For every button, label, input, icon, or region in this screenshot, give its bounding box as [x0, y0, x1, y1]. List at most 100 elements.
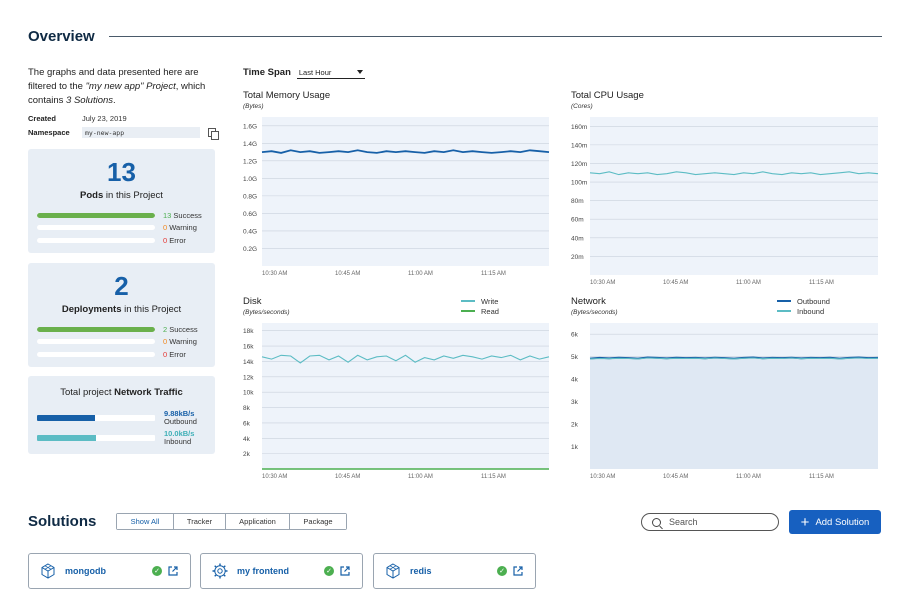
- y-tick-label: 1k: [571, 444, 579, 451]
- solution-card-my-frontend[interactable]: my frontend ✓: [200, 553, 363, 589]
- deployments-label: Deployments in this Project: [28, 304, 215, 315]
- series-line: [589, 357, 879, 360]
- created-row: Created July 23, 2019: [28, 114, 127, 123]
- x-tick-label: 10:45 AM: [663, 474, 688, 480]
- y-tick-label: 18k: [243, 328, 254, 335]
- x-tick-label: 10:30 AM: [262, 271, 287, 277]
- x-tick-label: 11:15 AM: [809, 474, 834, 480]
- legend-write: Write: [461, 296, 499, 306]
- timespan-selected: Last Hour: [298, 67, 332, 77]
- pods-label-rest: in this Project: [103, 190, 163, 201]
- y-tick-label: 5k: [571, 354, 579, 361]
- namespace-row: Namespace my-new-app: [28, 127, 219, 140]
- y-tick-label: 0.2G: [243, 246, 257, 253]
- inbound-label: Inbound: [164, 437, 192, 446]
- deployments-success-count: 2: [163, 324, 168, 334]
- y-tick-label: 2k: [571, 422, 579, 429]
- memory-chart-unit: (Bytes): [243, 103, 264, 110]
- timespan-control: Time Span Last Hour: [243, 66, 365, 79]
- filter-show-all[interactable]: Show All: [117, 514, 174, 529]
- solution-name[interactable]: redis: [410, 566, 432, 576]
- legend-inbound: Inbound: [777, 306, 830, 316]
- inbound-fill: [37, 435, 96, 441]
- network-traffic-title: Total project Network Traffic: [28, 376, 215, 398]
- y-tick-label: 1.2G: [243, 158, 257, 165]
- chevron-down-icon: [356, 70, 363, 74]
- intro-project: "my new app" Project: [85, 81, 176, 92]
- y-tick-label: 80m: [571, 198, 584, 205]
- legend-read-swatch: [461, 310, 475, 312]
- filter-package[interactable]: Package: [290, 514, 346, 529]
- series-line: [261, 354, 550, 364]
- external-link-icon[interactable]: [340, 566, 350, 576]
- x-tick-label: 11:15 AM: [481, 474, 506, 480]
- inbound-text: 10.0kB/s Inbound: [164, 430, 194, 446]
- deployments-success-label: Success: [167, 324, 198, 334]
- pods-label: Pods in this Project: [28, 190, 215, 201]
- pods-error-bar: [37, 237, 155, 243]
- deployments-label-rest: in this Project: [121, 304, 182, 315]
- y-tick-label: 10k: [243, 390, 254, 397]
- y-tick-label: 1.0G: [243, 176, 257, 183]
- deployments-success-bar: [37, 326, 155, 332]
- external-link-icon[interactable]: [513, 566, 523, 576]
- solution-card-redis[interactable]: redis ✓: [373, 553, 536, 589]
- add-solution-button[interactable]: + Add Solution: [789, 510, 881, 534]
- inbound-row: 10.0kB/s Inbound: [28, 428, 215, 448]
- x-tick-label: 11:15 AM: [481, 271, 506, 277]
- disk-chart-title: Disk: [243, 296, 262, 307]
- search-input[interactable]: Search: [641, 513, 779, 531]
- disk-legend: Write Read: [461, 296, 499, 316]
- legend-read: Read: [461, 306, 499, 316]
- legend-write-label: Write: [481, 296, 499, 306]
- deployments-card: 2 Deployments in this Project 2 Success …: [28, 263, 215, 367]
- y-tick-label: 40m: [571, 235, 584, 242]
- x-tick-label: 10:45 AM: [663, 280, 688, 286]
- chart-svg: 18k 16k 14k 12k 10k 8k 6k 4k 2k 10:30 AM 10:45 AM 1…: [243, 323, 550, 480]
- series-area: [590, 357, 878, 469]
- outbound-text: 9.88kB/s Outbound: [164, 410, 197, 426]
- solution-name[interactable]: my frontend: [237, 566, 290, 576]
- y-tick-label: 4k: [243, 436, 251, 443]
- pods-label-bold: Pods: [80, 190, 104, 201]
- y-tick-label: 14k: [243, 359, 254, 366]
- network-traffic-title-bold: Network Traffic: [114, 387, 183, 398]
- series-line: [589, 171, 879, 176]
- outbound-row: 9.88kB/s Outbound: [28, 408, 215, 428]
- legend-inbound-label: Inbound: [797, 306, 825, 316]
- external-link-icon[interactable]: [168, 566, 178, 576]
- deployments-success-text: 2 Success: [163, 325, 198, 334]
- deployments-error-row: 0 Error: [28, 348, 215, 361]
- pods-error-count: 0: [163, 235, 168, 245]
- deployments-warning-label: Warning: [167, 337, 197, 347]
- deployments-warning-bar: [37, 339, 155, 345]
- solution-card-mongodb[interactable]: mongodb ✓: [28, 553, 191, 589]
- x-tick-label: 10:30 AM: [590, 474, 615, 480]
- legend-write-swatch: [461, 300, 475, 302]
- chart-svg: 160m 140m 120m 100m 80m 60m 40m 20m 10:30 AM 10:4…: [571, 117, 879, 286]
- y-tick-label: 4k: [571, 377, 579, 384]
- pods-card: 13 Pods in this Project 13 Success 0 War…: [28, 149, 215, 253]
- timespan-select[interactable]: Last Hour: [296, 66, 365, 79]
- check-circle-icon: ✓: [324, 566, 334, 576]
- solution-name[interactable]: mongodb: [65, 566, 106, 576]
- created-value: July 23, 2019: [82, 114, 127, 123]
- header-divider: [108, 35, 882, 37]
- network-chart: 6k 5k 4k 3k 2k 1k 10:30 AM 10:45 AM 11:00 AM 11:1…: [571, 296, 881, 486]
- check-circle-icon: ✓: [152, 566, 162, 576]
- deployments-warning-text: 0 Warning: [163, 337, 197, 346]
- legend-outbound: Outbound: [777, 296, 830, 306]
- x-tick-label: 10:45 AM: [335, 271, 360, 277]
- deployments-error-label: Error: [167, 349, 186, 359]
- x-tick-label: 11:15 AM: [809, 280, 834, 286]
- timespan-label: Time Span: [243, 67, 291, 78]
- filter-application[interactable]: Application: [226, 514, 290, 529]
- y-tick-label: 16k: [243, 344, 254, 351]
- plus-icon: +: [800, 513, 810, 531]
- y-tick-label: 6k: [571, 332, 579, 339]
- filter-tracker[interactable]: Tracker: [174, 514, 226, 529]
- x-tick-label: 10:30 AM: [590, 280, 615, 286]
- cpu-chart-unit: (Cores): [571, 103, 593, 110]
- copy-icon[interactable]: [208, 127, 219, 140]
- deployments-success-row: 2 Success: [28, 323, 215, 336]
